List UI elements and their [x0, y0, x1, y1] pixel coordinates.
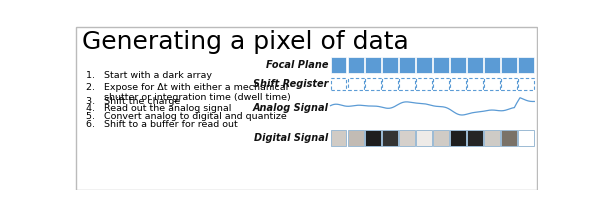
Bar — [382, 57, 398, 73]
Bar — [450, 78, 466, 90]
Bar — [467, 57, 483, 73]
Bar — [382, 78, 398, 90]
Bar — [399, 78, 415, 90]
Bar — [518, 130, 535, 146]
Bar — [467, 130, 483, 146]
Bar — [433, 57, 449, 73]
Text: 2.   Expose for Δt with either a mechanical
      shutter or integration time (d: 2. Expose for Δt with either a mechanica… — [86, 83, 291, 102]
Bar — [501, 130, 517, 146]
Bar — [331, 57, 346, 73]
Text: 6.   Shift to a buffer for read out: 6. Shift to a buffer for read out — [86, 120, 237, 129]
Bar — [347, 57, 364, 73]
Bar — [433, 130, 449, 146]
Bar — [416, 78, 432, 90]
Bar — [484, 57, 500, 73]
Bar — [331, 78, 346, 90]
Bar — [467, 78, 483, 90]
Bar — [501, 57, 517, 73]
Bar — [450, 57, 466, 73]
Bar — [365, 78, 380, 90]
Text: Focal Plane: Focal Plane — [266, 60, 328, 70]
Bar — [518, 57, 535, 73]
Text: 5.   Convert analog to digital and quantize: 5. Convert analog to digital and quantiz… — [86, 112, 286, 121]
Bar — [416, 130, 432, 146]
Text: 1.   Start with a dark array: 1. Start with a dark array — [86, 71, 212, 80]
Bar — [399, 130, 415, 146]
Bar — [331, 130, 346, 146]
Text: Analog Signal: Analog Signal — [252, 103, 328, 113]
Bar — [347, 78, 364, 90]
Bar — [365, 130, 380, 146]
Bar — [518, 78, 535, 90]
Bar — [382, 130, 398, 146]
Text: Shift Register: Shift Register — [253, 79, 328, 89]
Bar — [347, 130, 364, 146]
Bar — [433, 78, 449, 90]
Bar — [365, 57, 380, 73]
Bar — [416, 57, 432, 73]
Bar — [399, 57, 415, 73]
Bar — [501, 78, 517, 90]
Text: 4.   Read out the analog signal: 4. Read out the analog signal — [86, 104, 231, 113]
Text: Digital Signal: Digital Signal — [254, 133, 328, 143]
Bar — [450, 130, 466, 146]
Bar — [484, 130, 500, 146]
Text: 3.   Shift the charge: 3. Shift the charge — [86, 97, 180, 106]
Text: Generating a pixel of data: Generating a pixel of data — [83, 30, 409, 54]
Bar — [484, 78, 500, 90]
